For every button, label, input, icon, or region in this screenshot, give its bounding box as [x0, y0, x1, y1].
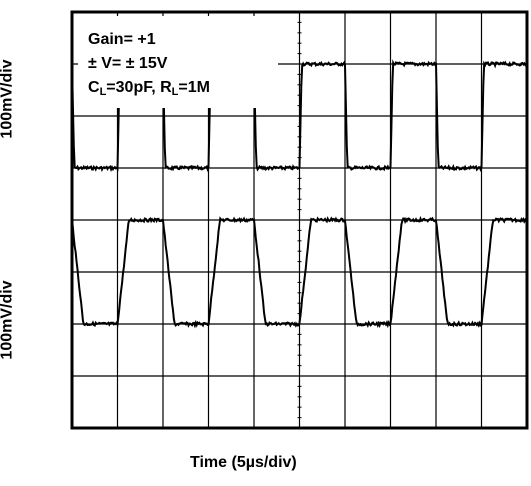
bottom-axis-label: 100mV/div [0, 280, 16, 360]
load-r-sub: L [171, 86, 179, 98]
x-axis-label: Time (5µs/div) [190, 454, 297, 471]
annotation-background [78, 16, 278, 108]
load-c-value: =30pF, R [106, 79, 172, 96]
top-axis-label: 100mV/div [0, 59, 16, 139]
load-c-sub: L [99, 86, 107, 98]
bottom-trace-line [71, 215, 528, 329]
load-annotation: CL=30pF, RL=1M [88, 78, 210, 102]
supply-annotation: ± V= ± 15V [88, 55, 168, 72]
load-r-value: =1M [178, 79, 210, 96]
gain-annotation: Gain= +1 [88, 31, 156, 48]
load-c-prefix: C [88, 79, 100, 96]
plot-frame [70, 10, 529, 430]
